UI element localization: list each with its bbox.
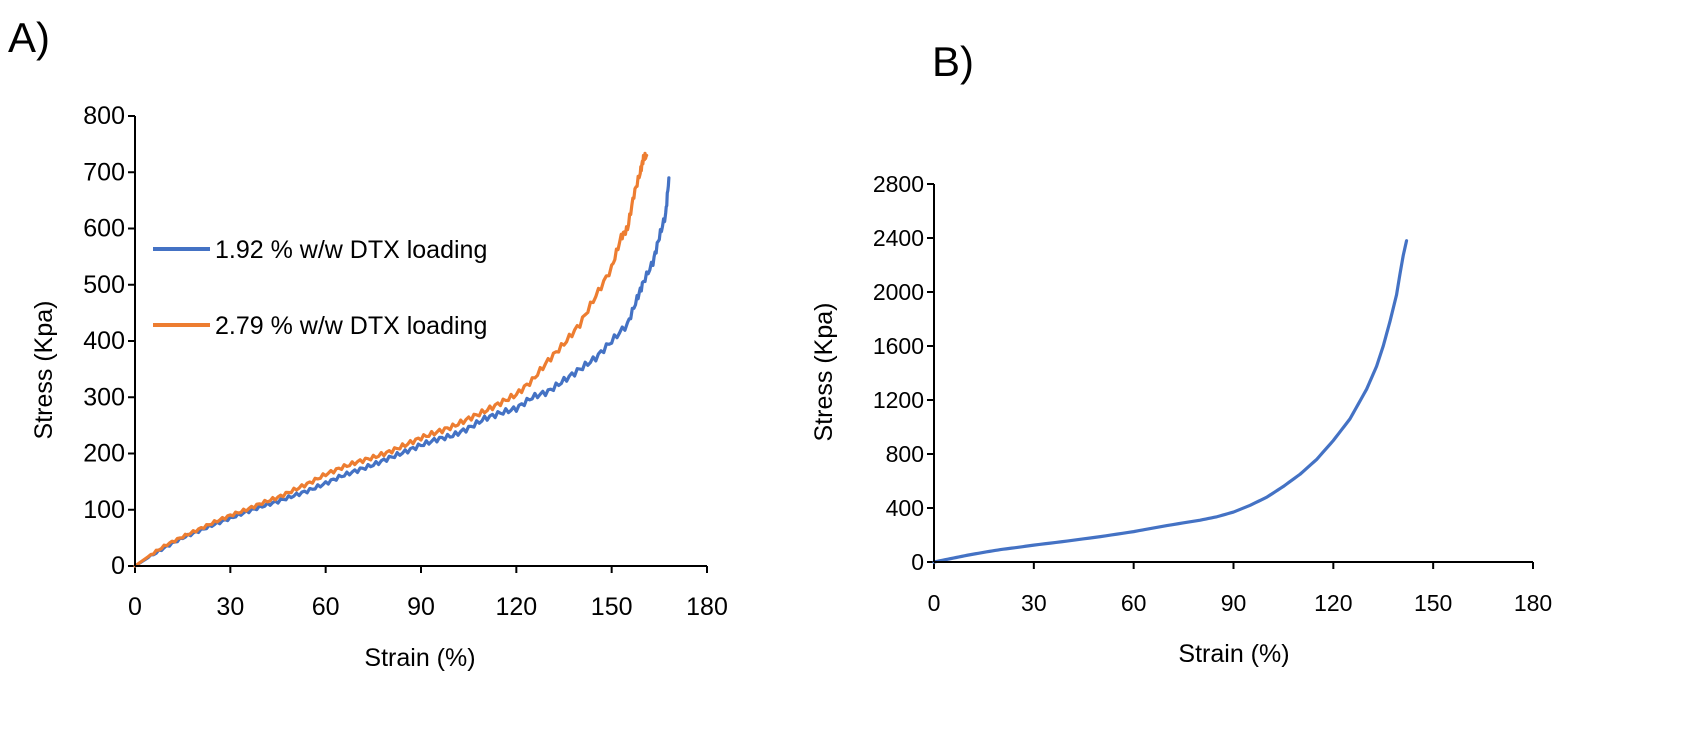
y-tick-label: 1200 (873, 387, 924, 413)
panel-b-y-ticks: 0 400 800 1200 1600 2000 2400 2800 (873, 171, 934, 575)
x-tick-label: 150 (1414, 590, 1452, 616)
panel-a-y-axis-title: Stress (Kpa) (30, 301, 58, 440)
y-tick-label: 1600 (873, 333, 924, 359)
y-tick-label: 400 (83, 327, 125, 355)
y-tick-label: 100 (83, 496, 125, 524)
y-tick-label: 2800 (873, 171, 924, 197)
x-tick-label: 60 (312, 593, 340, 621)
x-tick-label: 60 (1121, 590, 1147, 616)
y-tick-label: 2000 (873, 279, 924, 305)
x-tick-label: 180 (686, 593, 728, 621)
panel-a-y-ticks: 0 100 200 300 400 500 600 700 800 (83, 102, 135, 580)
panel-a-series (133, 151, 671, 568)
panel-b-chart: B) Stress (Kpa) Strain (%) 0400800120016… (810, 38, 1552, 668)
y-tick-label: 600 (83, 215, 125, 243)
y-tick-label: 0 (911, 549, 924, 575)
y-tick-label: 300 (83, 383, 125, 411)
panel-b-x-axis-title: Strain (%) (1178, 640, 1289, 668)
y-tick-label: 400 (886, 495, 924, 521)
x-tick-label: 30 (1021, 590, 1047, 616)
y-tick-label: 800 (83, 102, 125, 130)
series-line-1 (932, 239, 1409, 564)
panel-b-label: B) (932, 38, 974, 85)
panel-a-x-ticks: 0 30 60 90 120 150 180 (128, 566, 728, 621)
panel-a-legend: 1.92 % w/w DTX loading 2.79 % w/w DTX lo… (153, 236, 487, 340)
panel-b-x-ticks: 0 30 60 90 120 150 180 (928, 562, 1552, 616)
x-tick-label: 0 (928, 590, 941, 616)
series-line-1 (133, 176, 671, 568)
panel-b-series (932, 239, 1409, 564)
series-line-2 (133, 151, 649, 568)
x-tick-label: 180 (1514, 590, 1552, 616)
legend-label-series-1: 1.92 % w/w DTX loading (215, 236, 487, 264)
x-tick-label: 90 (407, 593, 435, 621)
panel-b-y-axis-title: Stress (Kpa) (810, 303, 838, 442)
legend-label-series-2: 2.79 % w/w DTX loading (215, 312, 487, 340)
panel-a-label: A) (8, 14, 50, 61)
panel-a-x-axis-title: Strain (%) (364, 644, 475, 672)
x-tick-label: 0 (128, 593, 142, 621)
y-tick-label: 500 (83, 271, 125, 299)
y-tick-label: 2400 (873, 225, 924, 251)
y-tick-label: 0 (111, 552, 125, 580)
x-tick-label: 150 (591, 593, 633, 621)
y-tick-label: 700 (83, 158, 125, 186)
x-tick-label: 90 (1221, 590, 1247, 616)
x-tick-label: 120 (1314, 590, 1352, 616)
x-tick-label: 30 (216, 593, 244, 621)
y-tick-label: 800 (886, 441, 924, 467)
panel-a-chart: A) Stress (Kpa) Strain (%) 0100200300400… (8, 14, 728, 672)
y-tick-label: 200 (83, 440, 125, 468)
x-tick-label: 120 (495, 593, 537, 621)
